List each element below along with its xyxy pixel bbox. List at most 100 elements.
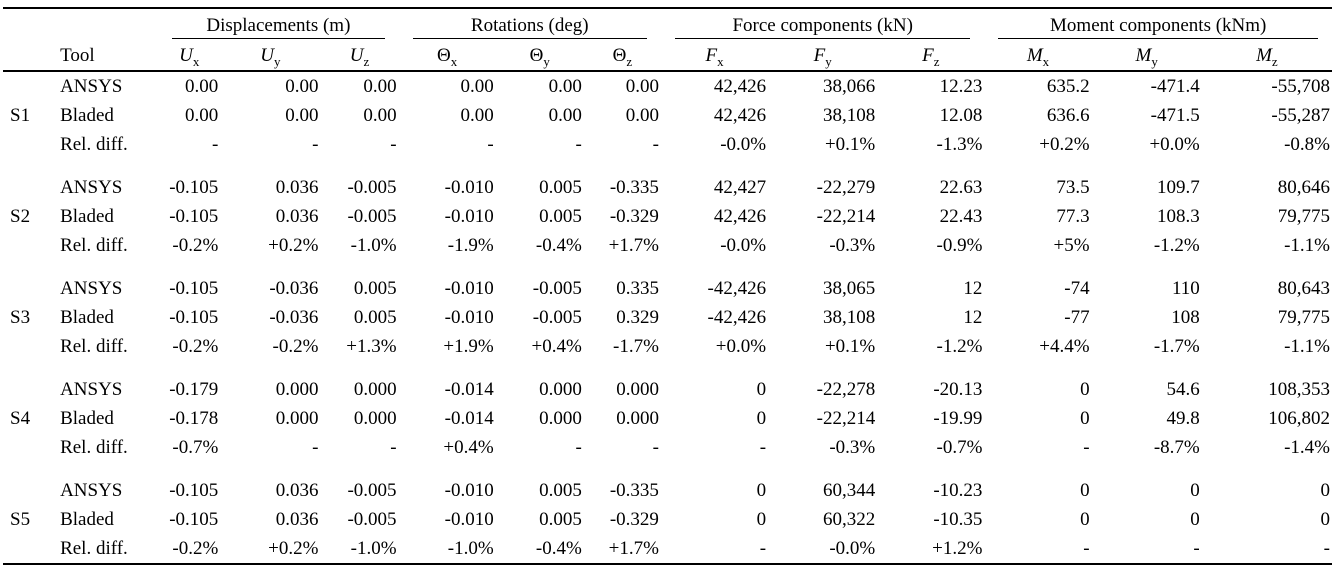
value-cell: +0.1% [824, 133, 876, 155]
value-cell: 0 [1080, 378, 1090, 400]
value-cell: 0.00 [460, 104, 494, 126]
col-header-u-z: Uz [320, 39, 399, 72]
group-label: Rotations (deg) [470, 15, 589, 36]
value-cell: -0.7% [936, 436, 983, 458]
group-label: Displacements (m) [206, 15, 351, 36]
table-row-s5-2: Rel. diff. -0.2% +0.2% -1.0% -1.0% -0.4% +1.7%… [3, 534, 1332, 565]
value-cell: -55,708 [1271, 75, 1330, 97]
value-cell: +1.9% [443, 335, 494, 357]
value-cell: 0 [1080, 407, 1090, 429]
value-cell: 38,065 [823, 277, 876, 299]
value-cell: - [575, 133, 582, 155]
value-cell: 109.7 [1156, 176, 1200, 198]
value-cell: -0.2% [172, 335, 219, 357]
table-row-s2-1: Bladed -0.105 0.036 -0.005 -0.010 0.005 -0.329… [3, 202, 1332, 231]
value-cell: -20.13 [933, 378, 983, 400]
group-header-moments: Moment components (kNm) [984, 8, 1332, 39]
value-cell: -0.105 [169, 508, 219, 530]
table-row-s1-0: S1 ANSYS 0.00 0.00 0.00 0.00 0.00 0.00 42,426 38,… [3, 71, 1332, 126]
value-cell: -1.3% [936, 133, 983, 155]
col-header-m-z: Mz [1201, 39, 1332, 72]
table-row-s4-1: Bladed -0.178 0.000 0.000 -0.014 0.000 0.000 0 -… [3, 404, 1332, 433]
value-cell: -22,214 [816, 205, 876, 227]
tool-cell: ANSYS [60, 378, 123, 400]
value-cell: 0.000 [539, 407, 582, 429]
value-cell: 42,426 [713, 205, 767, 227]
value-cell: -1.1% [1284, 234, 1330, 256]
value-cell: 0.005 [353, 306, 397, 328]
value-cell: -0.2% [172, 234, 219, 256]
value-cell: - [211, 133, 219, 155]
value-cell: 636.6 [1046, 104, 1090, 126]
value-cell: 0 [756, 479, 767, 501]
value-cell: -8.7% [1153, 436, 1200, 458]
col-header-f-z: Fz [877, 39, 985, 72]
column-header-row: Tool Ux Uy Uz Θx Θy Θz Fx Fy Fz Mx My Mz [3, 39, 1332, 72]
value-cell: -1.2% [936, 335, 983, 357]
tool-cell: Rel. diff. [60, 335, 128, 357]
value-cell: -1.1% [1284, 335, 1330, 357]
value-cell: 12.08 [939, 104, 983, 126]
col-header-u-x: Ux [158, 39, 221, 72]
value-cell: -0.3% [829, 234, 876, 256]
col-header-theta-y: Θy [495, 39, 584, 72]
col-header-f-x: Fx [660, 39, 769, 72]
value-cell: +1.7% [608, 234, 659, 256]
tool-cell: ANSYS [60, 277, 123, 299]
value-cell: -0.005 [532, 306, 582, 328]
section-spacer [3, 462, 1332, 476]
value-cell: 80,643 [1277, 277, 1330, 299]
value-cell: -0.010 [444, 306, 494, 328]
value-cell: 0.036 [275, 479, 319, 501]
tool-cell: Bladed [60, 104, 114, 126]
value-cell: -22,214 [816, 407, 876, 429]
value-cell: 0 [1080, 508, 1090, 530]
tool-cell: Rel. diff. [60, 133, 128, 155]
value-cell: - [312, 436, 319, 458]
value-cell: 12 [963, 306, 983, 328]
section-header-empty [3, 39, 59, 72]
value-cell: 0.005 [353, 277, 397, 299]
group-label: Moment components (kNm) [1050, 15, 1267, 36]
group-header-row: Displacements (m) Rotations (deg) Force … [3, 8, 1332, 39]
value-cell: 0.00 [363, 75, 397, 97]
value-cell: 0 [756, 508, 767, 530]
tool-column-header: Tool [58, 39, 159, 72]
value-cell: 73.5 [1056, 176, 1090, 198]
value-cell: -0.005 [347, 508, 397, 530]
value-cell: -1.7% [613, 335, 659, 357]
value-cell: -77 [1064, 306, 1090, 328]
value-cell: -0.014 [444, 407, 494, 429]
value-cell: 0.00 [625, 104, 659, 126]
section-spacer [3, 260, 1332, 274]
value-cell: +1.2% [877, 534, 985, 565]
value-cell: - [390, 436, 397, 458]
value-cell: -0.0% [768, 534, 878, 565]
col-header-theta-z: Θz [583, 39, 661, 72]
value-cell: 0 [756, 378, 767, 400]
value-cell: - [652, 436, 659, 458]
value-cell: -0.105 [169, 277, 219, 299]
value-cell: 22.43 [939, 205, 983, 227]
value-cell: 0 [1190, 479, 1200, 501]
value-cell: 0.00 [548, 104, 582, 126]
value-cell: +0.2% [220, 534, 321, 565]
value-cell: -10.23 [933, 479, 983, 501]
value-cell: -0.9% [936, 234, 983, 256]
value-cell: -471.5 [1150, 104, 1200, 126]
value-cell: +0.0% [715, 335, 767, 357]
table-row-s5-1: Bladed -0.105 0.036 -0.005 -0.010 0.005 -0.329… [3, 505, 1332, 534]
value-cell: 0.00 [625, 75, 659, 97]
value-cell: -55,287 [1271, 104, 1330, 126]
value-cell: -0.329 [609, 205, 659, 227]
value-cell: 0.036 [275, 205, 319, 227]
value-cell: 12 [963, 277, 983, 299]
value-cell: 38,108 [823, 306, 876, 328]
tool-cell: Bladed [60, 508, 114, 530]
value-cell: -74 [1064, 277, 1090, 299]
value-cell: +0.4% [531, 335, 582, 357]
value-cell: 80,646 [1277, 176, 1330, 198]
value-cell: -0.105 [169, 176, 219, 198]
value-cell: +4.4% [1039, 335, 1090, 357]
